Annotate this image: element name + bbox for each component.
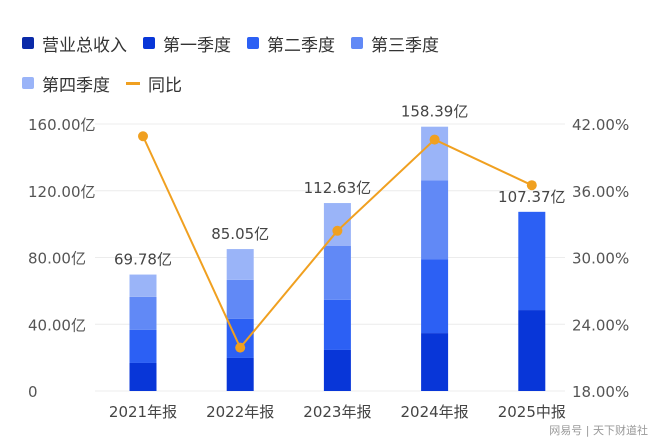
y-right-tick-label: 24.00%	[572, 316, 629, 334]
bar-segment-第一季度	[323, 349, 351, 391]
bar-segment-第三季度	[323, 245, 351, 300]
yoy-point	[526, 180, 537, 191]
bar-segment-第二季度	[129, 329, 157, 363]
total-data-label: 107.37亿	[498, 188, 566, 206]
legend: 营业总收入 第一季度 第二季度 第三季度第四季度 同比	[22, 32, 542, 96]
legend-marker	[351, 37, 363, 49]
bar-segment-第三季度	[421, 180, 449, 260]
bar-segment-第四季度	[226, 249, 254, 280]
yoy-point	[332, 225, 343, 236]
bar-segment-第三季度	[129, 296, 157, 330]
y-right-tick-label: 36.00%	[572, 183, 629, 201]
x-tick-label: 2023年报	[303, 403, 371, 421]
y-left-tick-label: 80.00亿	[28, 250, 86, 268]
total-data-label: 158.39亿	[401, 103, 469, 121]
bar-segment-第一季度	[129, 362, 157, 391]
legend-item[interactable]: 第四季度	[22, 72, 110, 96]
legend-label: 营业总收入	[42, 35, 127, 56]
total-data-label: 69.78亿	[114, 251, 172, 269]
bar-segment-第一季度	[226, 357, 254, 391]
bar-segment-第四季度	[323, 203, 351, 246]
watermark: 网易号 | 天下财道社	[549, 424, 648, 437]
legend-marker	[247, 37, 259, 49]
legend-item[interactable]: 第三季度	[351, 32, 439, 56]
x-tick-label: 2025中报	[498, 403, 566, 421]
x-tick-label: 2024年报	[401, 403, 469, 421]
legend-marker	[22, 37, 34, 49]
y-left-tick-label: 0	[28, 383, 38, 401]
y-right-tick-label: 30.00%	[572, 250, 629, 268]
bar-segment-第四季度	[129, 274, 157, 297]
bar-segment-第三季度	[226, 279, 254, 319]
y-left-tick-label: 160.00亿	[28, 116, 96, 134]
total-data-label: 85.05亿	[211, 225, 269, 243]
y-left-tick-label: 120.00亿	[28, 183, 96, 201]
legend-item[interactable]: 营业总收入	[22, 32, 127, 56]
y-right-tick-label: 18.00%	[572, 383, 629, 401]
yoy-point	[235, 342, 246, 353]
legend-marker	[126, 81, 140, 85]
legend-item[interactable]: 第二季度	[247, 32, 335, 56]
yoy-point	[429, 134, 440, 145]
legend-item[interactable]: 同比	[126, 72, 182, 96]
bar-segment-第二季度	[518, 211, 546, 311]
legend-label: 第二季度	[267, 35, 335, 56]
bar-segment-第二季度	[323, 299, 351, 350]
legend-marker	[22, 77, 34, 89]
y-left-tick-label: 40.00亿	[28, 316, 86, 334]
bar-segment-第一季度	[421, 333, 449, 391]
legend-item[interactable]: 第一季度	[143, 32, 231, 56]
x-tick-label: 2021年报	[109, 403, 177, 421]
yoy-point	[138, 131, 148, 142]
bar-segment-第一季度	[518, 310, 546, 391]
x-tick-label: 2022年报	[206, 403, 274, 421]
bar-segment-第二季度	[421, 259, 449, 334]
legend-label: 第一季度	[163, 35, 231, 56]
total-data-label: 112.63亿	[304, 179, 372, 197]
y-right-tick-label: 42.00%	[572, 116, 629, 134]
legend-marker	[143, 37, 155, 49]
legend-label: 第三季度	[371, 35, 439, 56]
legend-label: 第四季度	[42, 75, 110, 96]
legend-label: 同比	[148, 75, 182, 96]
